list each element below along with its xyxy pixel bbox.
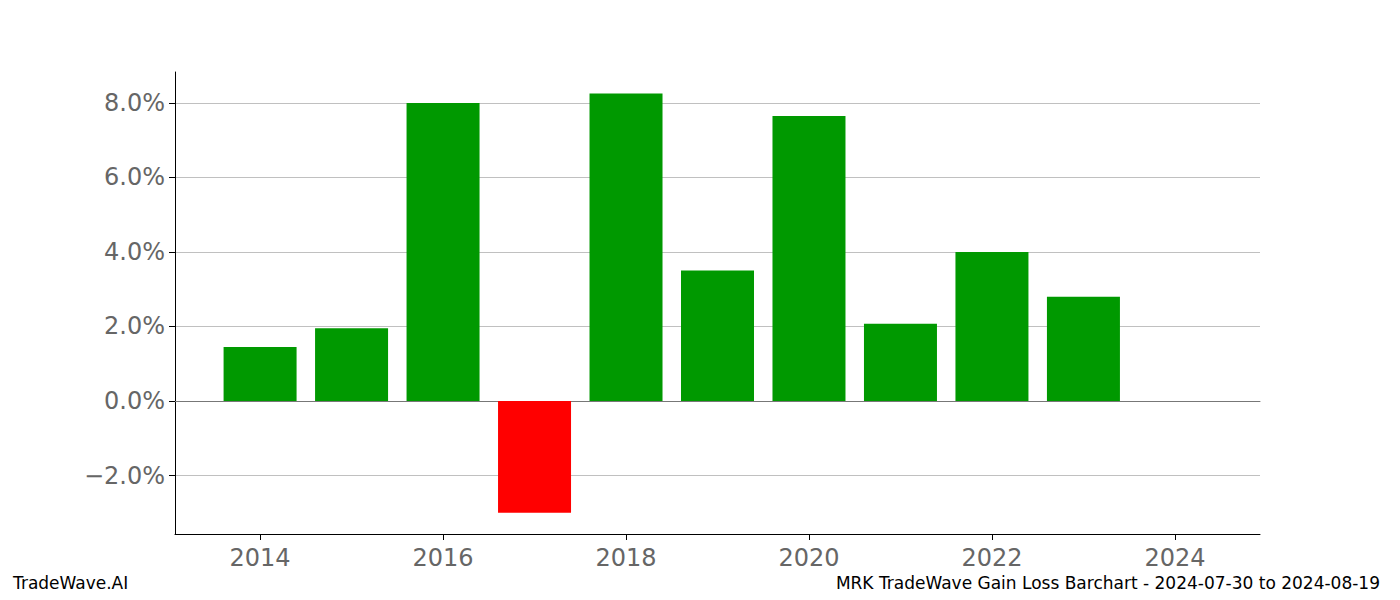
svg-text:2018: 2018 (595, 544, 656, 572)
svg-text:2016: 2016 (413, 544, 474, 572)
svg-text:0.0%: 0.0% (104, 387, 165, 415)
svg-text:4.0%: 4.0% (104, 238, 165, 266)
svg-text:2022: 2022 (961, 544, 1022, 572)
svg-text:6.0%: 6.0% (104, 163, 165, 191)
svg-text:TradeWave.AI: TradeWave.AI (12, 573, 128, 593)
svg-text:8.0%: 8.0% (104, 89, 165, 117)
svg-text:2014: 2014 (230, 544, 291, 572)
svg-text:−2.0%: −2.0% (84, 462, 165, 490)
svg-text:2.0%: 2.0% (104, 312, 165, 340)
svg-text:MRK TradeWave Gain Loss Barcha: MRK TradeWave Gain Loss Barchart - 2024-… (836, 573, 1380, 593)
svg-text:2024: 2024 (1144, 544, 1205, 572)
svg-text:2020: 2020 (778, 544, 839, 572)
